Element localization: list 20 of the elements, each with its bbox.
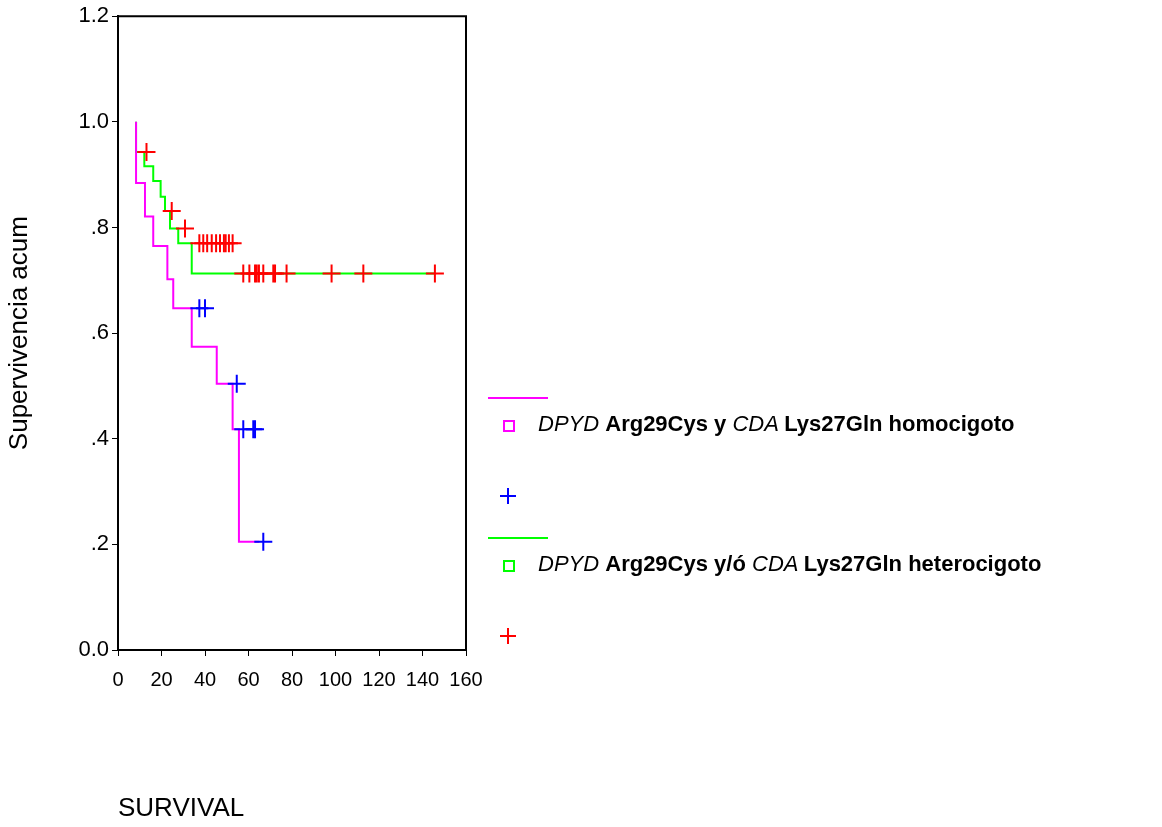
y-tick-label: 1.0: [78, 107, 109, 133]
y-axis-title: Supervivencia acum: [2, 216, 33, 451]
legend-label: DPYD Arg29Cys y CDA Lys27Gln homocigoto: [538, 411, 1015, 436]
y-tick-label: .4: [90, 424, 109, 450]
x-tick-label: 60: [237, 667, 260, 690]
x-tick-label: 140: [405, 667, 440, 690]
x-tick-label: 100: [318, 667, 353, 690]
x-tick-label: 40: [193, 667, 217, 690]
x-tick-label: 120: [362, 667, 396, 690]
x-tick-label: 0: [112, 667, 124, 690]
y-tick-label: 0.0: [78, 636, 109, 662]
x-tick-label: 160: [449, 667, 483, 690]
legend-label: DPYD Arg29Cys y/ó CDA Lys27Gln heterocigoto: [538, 551, 1042, 576]
y-tick-label: .8: [90, 213, 109, 239]
y-tick-label: 1.2: [78, 2, 109, 28]
x-tick-label: 20: [150, 667, 173, 690]
x-tick-label: 80: [280, 667, 304, 690]
y-tick-label: .6: [90, 319, 109, 345]
y-tick-label: .2: [90, 530, 109, 556]
x-axis-title: SURVIVAL: [118, 792, 245, 823]
